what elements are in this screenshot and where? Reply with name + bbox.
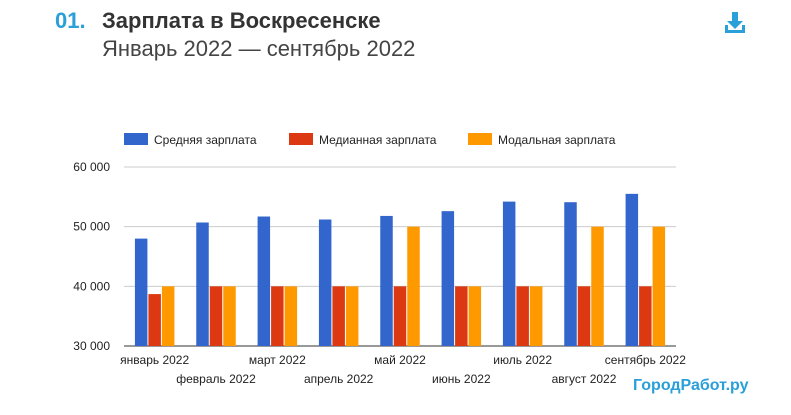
- x-tick-label-4: апрель 2022: [304, 372, 374, 386]
- x-tick-label-3: март 2022: [249, 353, 306, 367]
- legend-swatch-2: [289, 133, 313, 145]
- bar-s1-3[interactable]: [257, 216, 271, 346]
- bar-s2-5[interactable]: [393, 286, 407, 346]
- bar-s1-8[interactable]: [564, 202, 577, 346]
- bar-s2-7[interactable]: [516, 286, 529, 346]
- bar-s3-4[interactable]: [345, 286, 359, 346]
- bar-s1-5[interactable]: [380, 215, 393, 346]
- section-number: 01.: [55, 8, 86, 33]
- brand-logo: ГородРабот.ру: [633, 377, 749, 394]
- bar-s3-3[interactable]: [284, 286, 298, 346]
- bar-s2-6[interactable]: [455, 286, 468, 346]
- x-axis-labels: январь 2022 февраль 2022 март 2022 апрель 2…: [120, 353, 686, 386]
- bar-s3-2[interactable]: [223, 286, 236, 346]
- legend-label-2: Медианная зарплата: [319, 133, 437, 147]
- bar-s2-1[interactable]: [148, 294, 161, 346]
- chart-bars: [134, 193, 666, 346]
- bar-s3-7[interactable]: [529, 286, 543, 346]
- bar-s1-7[interactable]: [502, 201, 516, 346]
- chart-legend: Средняя зарплата Медианная зарплата Модаль…: [124, 133, 616, 147]
- x-tick-label-5: май 2022: [374, 353, 426, 367]
- bar-s1-1[interactable]: [134, 238, 148, 346]
- legend-swatch-3: [468, 133, 492, 145]
- bar-s1-4[interactable]: [318, 219, 332, 346]
- download-icon[interactable]: [722, 10, 748, 36]
- x-tick-label-7: июль 2022: [493, 353, 552, 367]
- bar-s3-1[interactable]: [161, 286, 175, 346]
- bar-s1-9[interactable]: [625, 193, 639, 346]
- bar-s3-5[interactable]: [407, 226, 420, 346]
- bar-s2-4[interactable]: [332, 286, 345, 346]
- bar-s3-8[interactable]: [591, 226, 604, 346]
- x-tick-label-6: июнь 2022: [432, 372, 491, 386]
- bar-s2-8[interactable]: [577, 286, 591, 346]
- y-tick-label-4: 60 000: [73, 160, 110, 174]
- x-tick-label-2: февраль 2022: [176, 372, 256, 386]
- y-tick-label-3: 50 000: [73, 220, 110, 234]
- page-subtitle: Январь 2022 — сентябрь 2022: [102, 36, 416, 61]
- y-tick-label-1: 30 000: [73, 339, 110, 353]
- bar-s2-9[interactable]: [639, 286, 652, 346]
- bar-s3-9[interactable]: [652, 226, 666, 346]
- bar-s2-3[interactable]: [271, 286, 284, 346]
- legend-label-1: Средняя зарплата: [154, 133, 257, 147]
- bar-s3-6[interactable]: [468, 286, 482, 346]
- x-tick-label-8: август 2022: [552, 372, 617, 386]
- legend-label-3: Модальная зарплата: [498, 133, 616, 147]
- legend-swatch-1: [124, 133, 148, 145]
- bar-s1-2[interactable]: [196, 222, 209, 346]
- bar-s1-6[interactable]: [441, 211, 455, 346]
- y-tick-label-2: 40 000: [73, 279, 110, 293]
- x-tick-label-9: сентябрь 2022: [605, 353, 686, 367]
- page-title: Зарплата в Воскресенске: [102, 8, 381, 33]
- bar-s2-2[interactable]: [209, 286, 223, 346]
- x-tick-label-1: январь 2022: [120, 353, 189, 367]
